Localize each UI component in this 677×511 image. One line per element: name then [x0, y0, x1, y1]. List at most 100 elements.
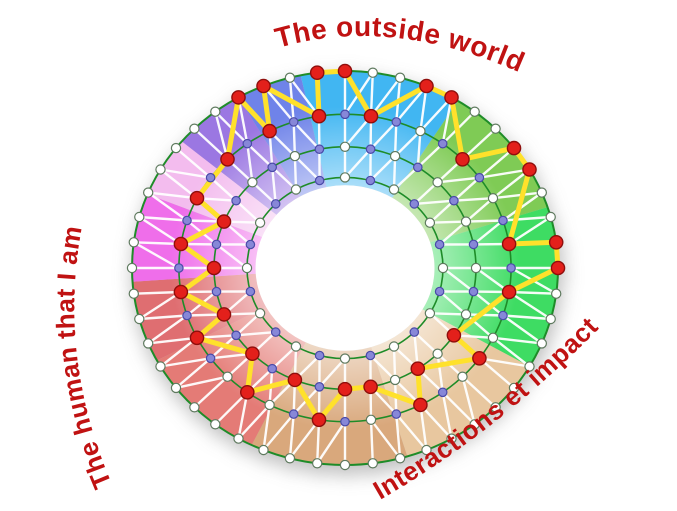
purple-node — [365, 175, 376, 186]
purple-node — [365, 144, 376, 154]
mesh-line — [138, 215, 189, 222]
red-node — [363, 108, 379, 124]
purple-node — [498, 310, 508, 321]
purple-node — [412, 162, 423, 173]
white-node — [424, 308, 436, 319]
white-node — [432, 348, 443, 359]
mesh-line — [416, 142, 444, 169]
mesh-line — [413, 181, 439, 206]
purple-node — [314, 175, 325, 186]
mesh-line — [464, 313, 505, 317]
mesh-line — [419, 84, 428, 133]
mesh-line — [395, 84, 428, 124]
purple-node — [211, 286, 222, 297]
white-node — [490, 402, 501, 413]
purple-node — [270, 199, 281, 209]
mesh-line — [146, 336, 199, 345]
white-node — [545, 211, 556, 223]
purple-node — [468, 239, 479, 250]
red-node — [239, 384, 255, 400]
red-node — [216, 214, 232, 229]
red-node — [173, 284, 189, 300]
purple-node — [242, 138, 253, 149]
mesh-line — [428, 220, 468, 224]
red-node — [256, 78, 271, 94]
white-node — [222, 371, 233, 382]
red-node — [548, 234, 564, 250]
mesh-line — [234, 330, 277, 337]
red-node — [206, 260, 222, 276]
white-node — [134, 313, 145, 325]
white-node — [134, 211, 145, 223]
mesh-line — [441, 391, 453, 440]
nodes-group — [126, 63, 566, 471]
red-node — [413, 397, 428, 413]
mesh-line — [461, 375, 476, 426]
red-node — [262, 123, 277, 139]
mesh-line — [464, 219, 505, 223]
red-node — [337, 381, 353, 397]
mesh-line — [478, 168, 531, 179]
red-node — [287, 372, 303, 388]
purple-node — [267, 363, 277, 374]
red-node — [419, 78, 434, 94]
mesh-line — [369, 418, 402, 460]
white-node — [312, 458, 323, 469]
purple-node — [340, 109, 350, 120]
purple-node — [498, 215, 508, 226]
purple-node — [449, 195, 459, 206]
mesh-line — [146, 191, 189, 222]
red-node — [311, 108, 327, 124]
label-outside-world-text: The outside world — [272, 11, 529, 78]
donut-group — [126, 63, 566, 471]
mesh-line — [138, 290, 183, 321]
mesh-line — [237, 391, 249, 440]
red-node — [501, 284, 517, 300]
white-node — [421, 444, 432, 456]
white-node — [264, 399, 275, 411]
mesh-line — [419, 403, 428, 452]
red-node — [189, 330, 205, 346]
white-node — [524, 361, 535, 372]
mesh-line — [159, 168, 199, 200]
mesh-line — [419, 96, 453, 133]
mesh-line — [478, 146, 516, 179]
white-node — [457, 371, 468, 382]
white-node — [339, 353, 351, 364]
white-node — [487, 332, 499, 343]
white-node — [290, 341, 302, 352]
mesh-line — [507, 290, 558, 295]
white-node — [389, 150, 401, 162]
red-node — [311, 412, 327, 428]
mesh-line — [369, 354, 397, 382]
white-node — [551, 288, 562, 299]
mesh-line — [292, 120, 297, 158]
mesh-line — [132, 290, 183, 295]
mesh-line — [393, 120, 398, 158]
white-node — [470, 262, 482, 274]
white-node — [170, 142, 182, 154]
red-node — [231, 90, 246, 105]
mesh-line — [436, 352, 444, 394]
red-node — [506, 140, 522, 156]
white-node — [415, 125, 426, 137]
white-node — [289, 150, 301, 162]
mesh-line — [464, 313, 495, 339]
mesh-line — [262, 412, 295, 452]
purple-node — [288, 117, 299, 127]
white-node — [142, 187, 154, 198]
mesh-line — [501, 191, 543, 222]
purple-node — [245, 286, 256, 297]
white-node — [284, 453, 296, 464]
white-node — [210, 419, 221, 430]
mesh-line — [438, 220, 468, 246]
white-node — [446, 433, 457, 444]
white-node — [339, 459, 351, 471]
mesh-line — [271, 166, 277, 206]
purple-node — [314, 350, 325, 361]
mesh-line — [174, 357, 212, 390]
mesh-line — [214, 391, 249, 426]
purple-node — [205, 353, 216, 364]
red-node — [501, 236, 517, 252]
mesh-line — [419, 403, 453, 440]
